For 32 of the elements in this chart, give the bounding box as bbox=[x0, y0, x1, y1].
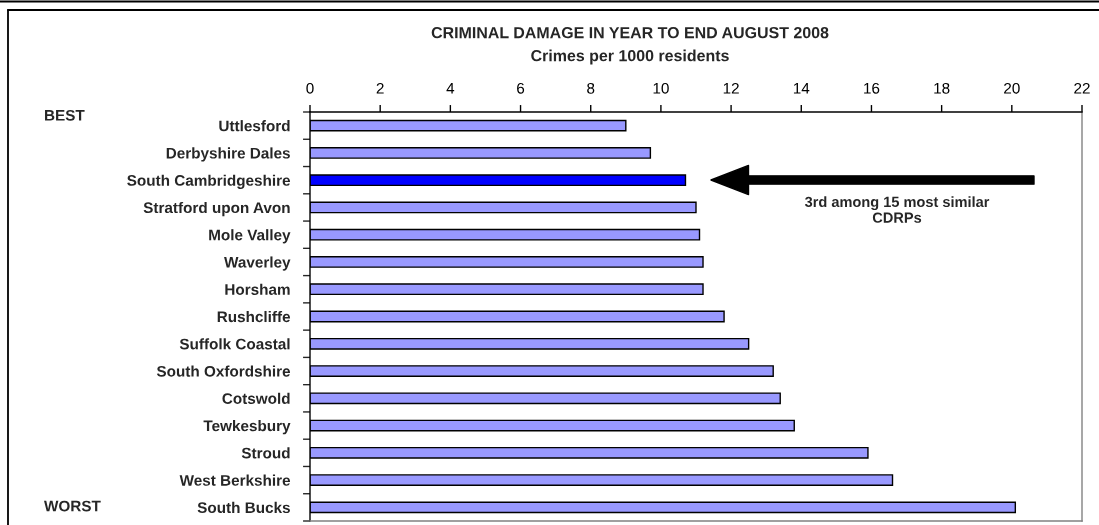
annotation: 3rd among 15 most similar CDRPs bbox=[804, 196, 990, 223]
y-tick-label: Tewkesbury bbox=[203, 420, 291, 435]
y-tick-label: Cotswold bbox=[222, 392, 290, 404]
y-tick-label: South Bucks bbox=[197, 501, 290, 514]
x-tick-label: 6 bbox=[517, 82, 525, 94]
x-tick-label: 0 bbox=[306, 82, 314, 94]
x-tick-label: 2 bbox=[376, 82, 384, 94]
y-tick-label: Uttlesford bbox=[219, 120, 290, 132]
y-tick-label: South Cambridgeshire bbox=[127, 174, 291, 189]
chart-subtitle: Crimes per 1000 residents bbox=[531, 49, 729, 65]
y-tick-label: Mole Valley bbox=[209, 229, 291, 244]
chart-title: CRIMINAL DAMAGE IN YEAR TO END AUGUST 2008 bbox=[431, 26, 829, 39]
x-tick-label: 20 bbox=[1004, 82, 1020, 94]
x-tick-label: 22 bbox=[1074, 82, 1090, 94]
x-tick-label: 4 bbox=[446, 83, 455, 94]
x-tick-label: 8 bbox=[587, 82, 595, 94]
y-tick-label: West Berkshire bbox=[179, 474, 291, 486]
text: WORST bbox=[44, 500, 101, 512]
x-tick-label: 14 bbox=[793, 83, 810, 94]
x-tick-label: 12 bbox=[723, 82, 739, 94]
text: BEST bbox=[45, 109, 85, 121]
y-tick-label: Rushcliffe bbox=[217, 310, 291, 323]
y-tick-label: South Oxfordshire bbox=[156, 365, 291, 377]
y-tick-label: Stroud bbox=[241, 447, 290, 459]
x-tick-label: 18 bbox=[934, 82, 950, 94]
y-tick-label: Suffolk Coastal bbox=[179, 338, 290, 350]
y-tick-label: Waverley bbox=[224, 256, 291, 271]
y-tick-label: Derbyshire Dales bbox=[166, 147, 290, 162]
y-tick-label: Horsham bbox=[225, 283, 290, 295]
x-tick-label: 16 bbox=[864, 82, 880, 94]
x-tick-label: 10 bbox=[653, 82, 669, 94]
y-tick-label: Stratford upon Avon bbox=[143, 201, 290, 217]
